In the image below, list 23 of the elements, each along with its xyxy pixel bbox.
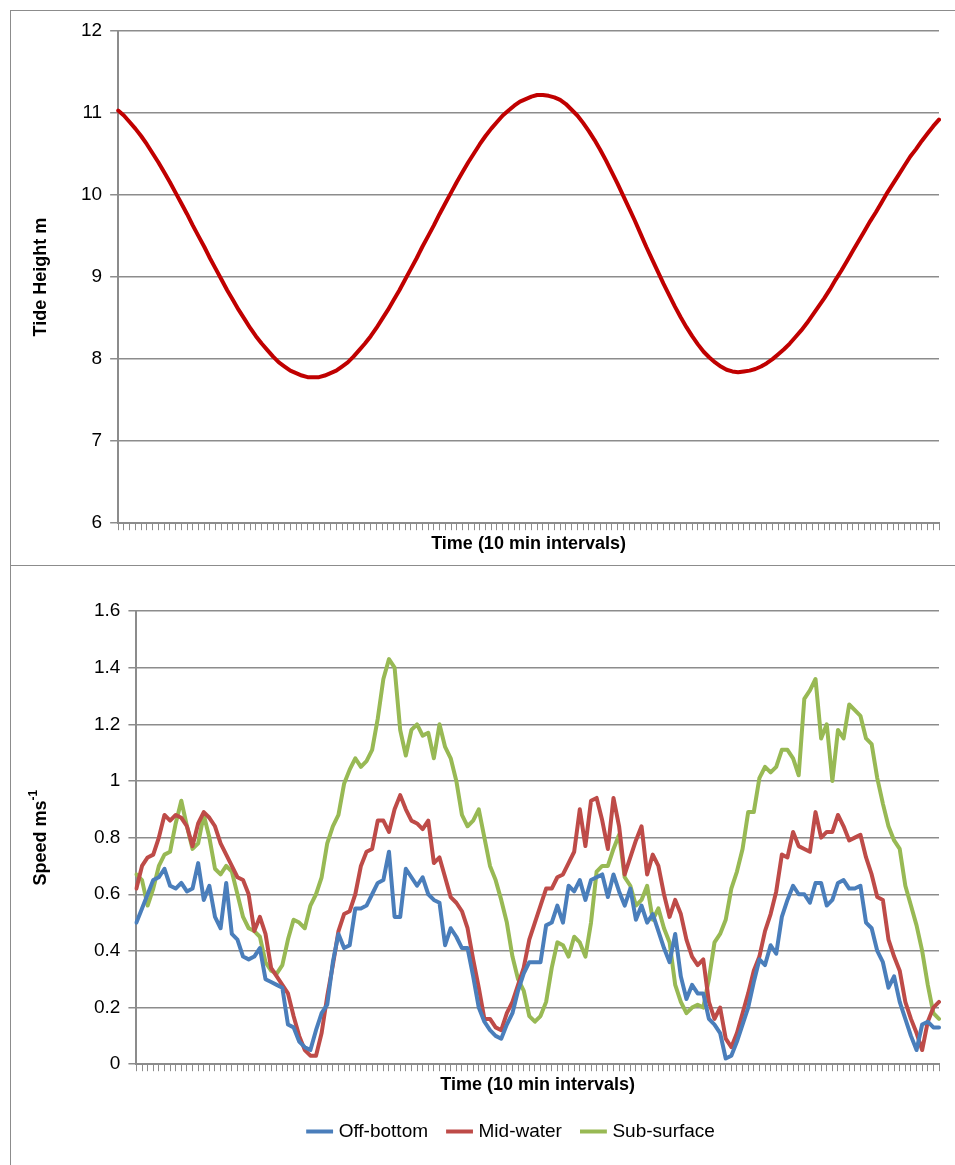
y-tick-label: 1.4 <box>93 655 121 677</box>
y-tick-label: 0.8 <box>93 825 121 847</box>
y-tick-label: 0.6 <box>93 882 121 904</box>
y-tick-label: 0 <box>109 1052 121 1074</box>
y-tick-label: 12 <box>80 19 103 41</box>
y-tick-label: 1.2 <box>93 712 121 734</box>
y-tick-label: 8 <box>91 347 103 369</box>
y-tick-label: 6 <box>91 511 103 533</box>
y-tick-label: 7 <box>91 429 103 451</box>
y-axis-title: Tide Height m <box>29 217 50 337</box>
y-tick-label: 0.2 <box>93 995 121 1017</box>
y-tick-label: 10 <box>80 183 103 205</box>
x-axis-title: Time (10 min intervals) <box>431 533 626 554</box>
y-tick-label: 9 <box>91 265 103 287</box>
legend-label: Mid-water <box>478 1119 563 1141</box>
y-tick-label: 0.4 <box>93 939 121 961</box>
legend-label: Sub-surface <box>612 1119 715 1141</box>
y-axis-title: Speed ms-1 <box>26 789 50 886</box>
y-tick-label: 1 <box>109 769 121 791</box>
legend-label: Off-bottom <box>338 1119 429 1141</box>
x-axis-title: Time (10 min intervals) <box>440 1074 636 1095</box>
y-tick-label: 1.6 <box>93 599 121 621</box>
y-tick-label: 11 <box>82 101 103 123</box>
